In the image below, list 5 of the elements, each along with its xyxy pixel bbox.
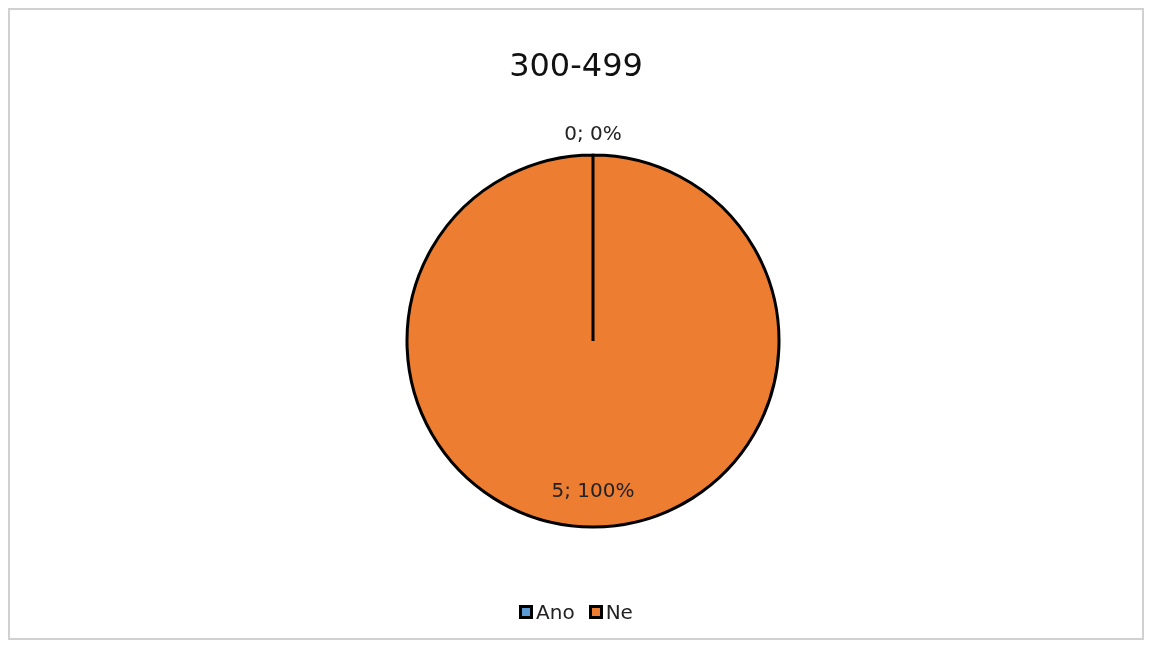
text: 0; 0%: [564, 121, 622, 145]
legend-label: Ne: [605, 600, 633, 624]
chart-title: 300-499: [508, 46, 644, 84]
data-label: 5; 100%: [551, 477, 635, 502]
legend-label: Ano: [536, 600, 575, 624]
